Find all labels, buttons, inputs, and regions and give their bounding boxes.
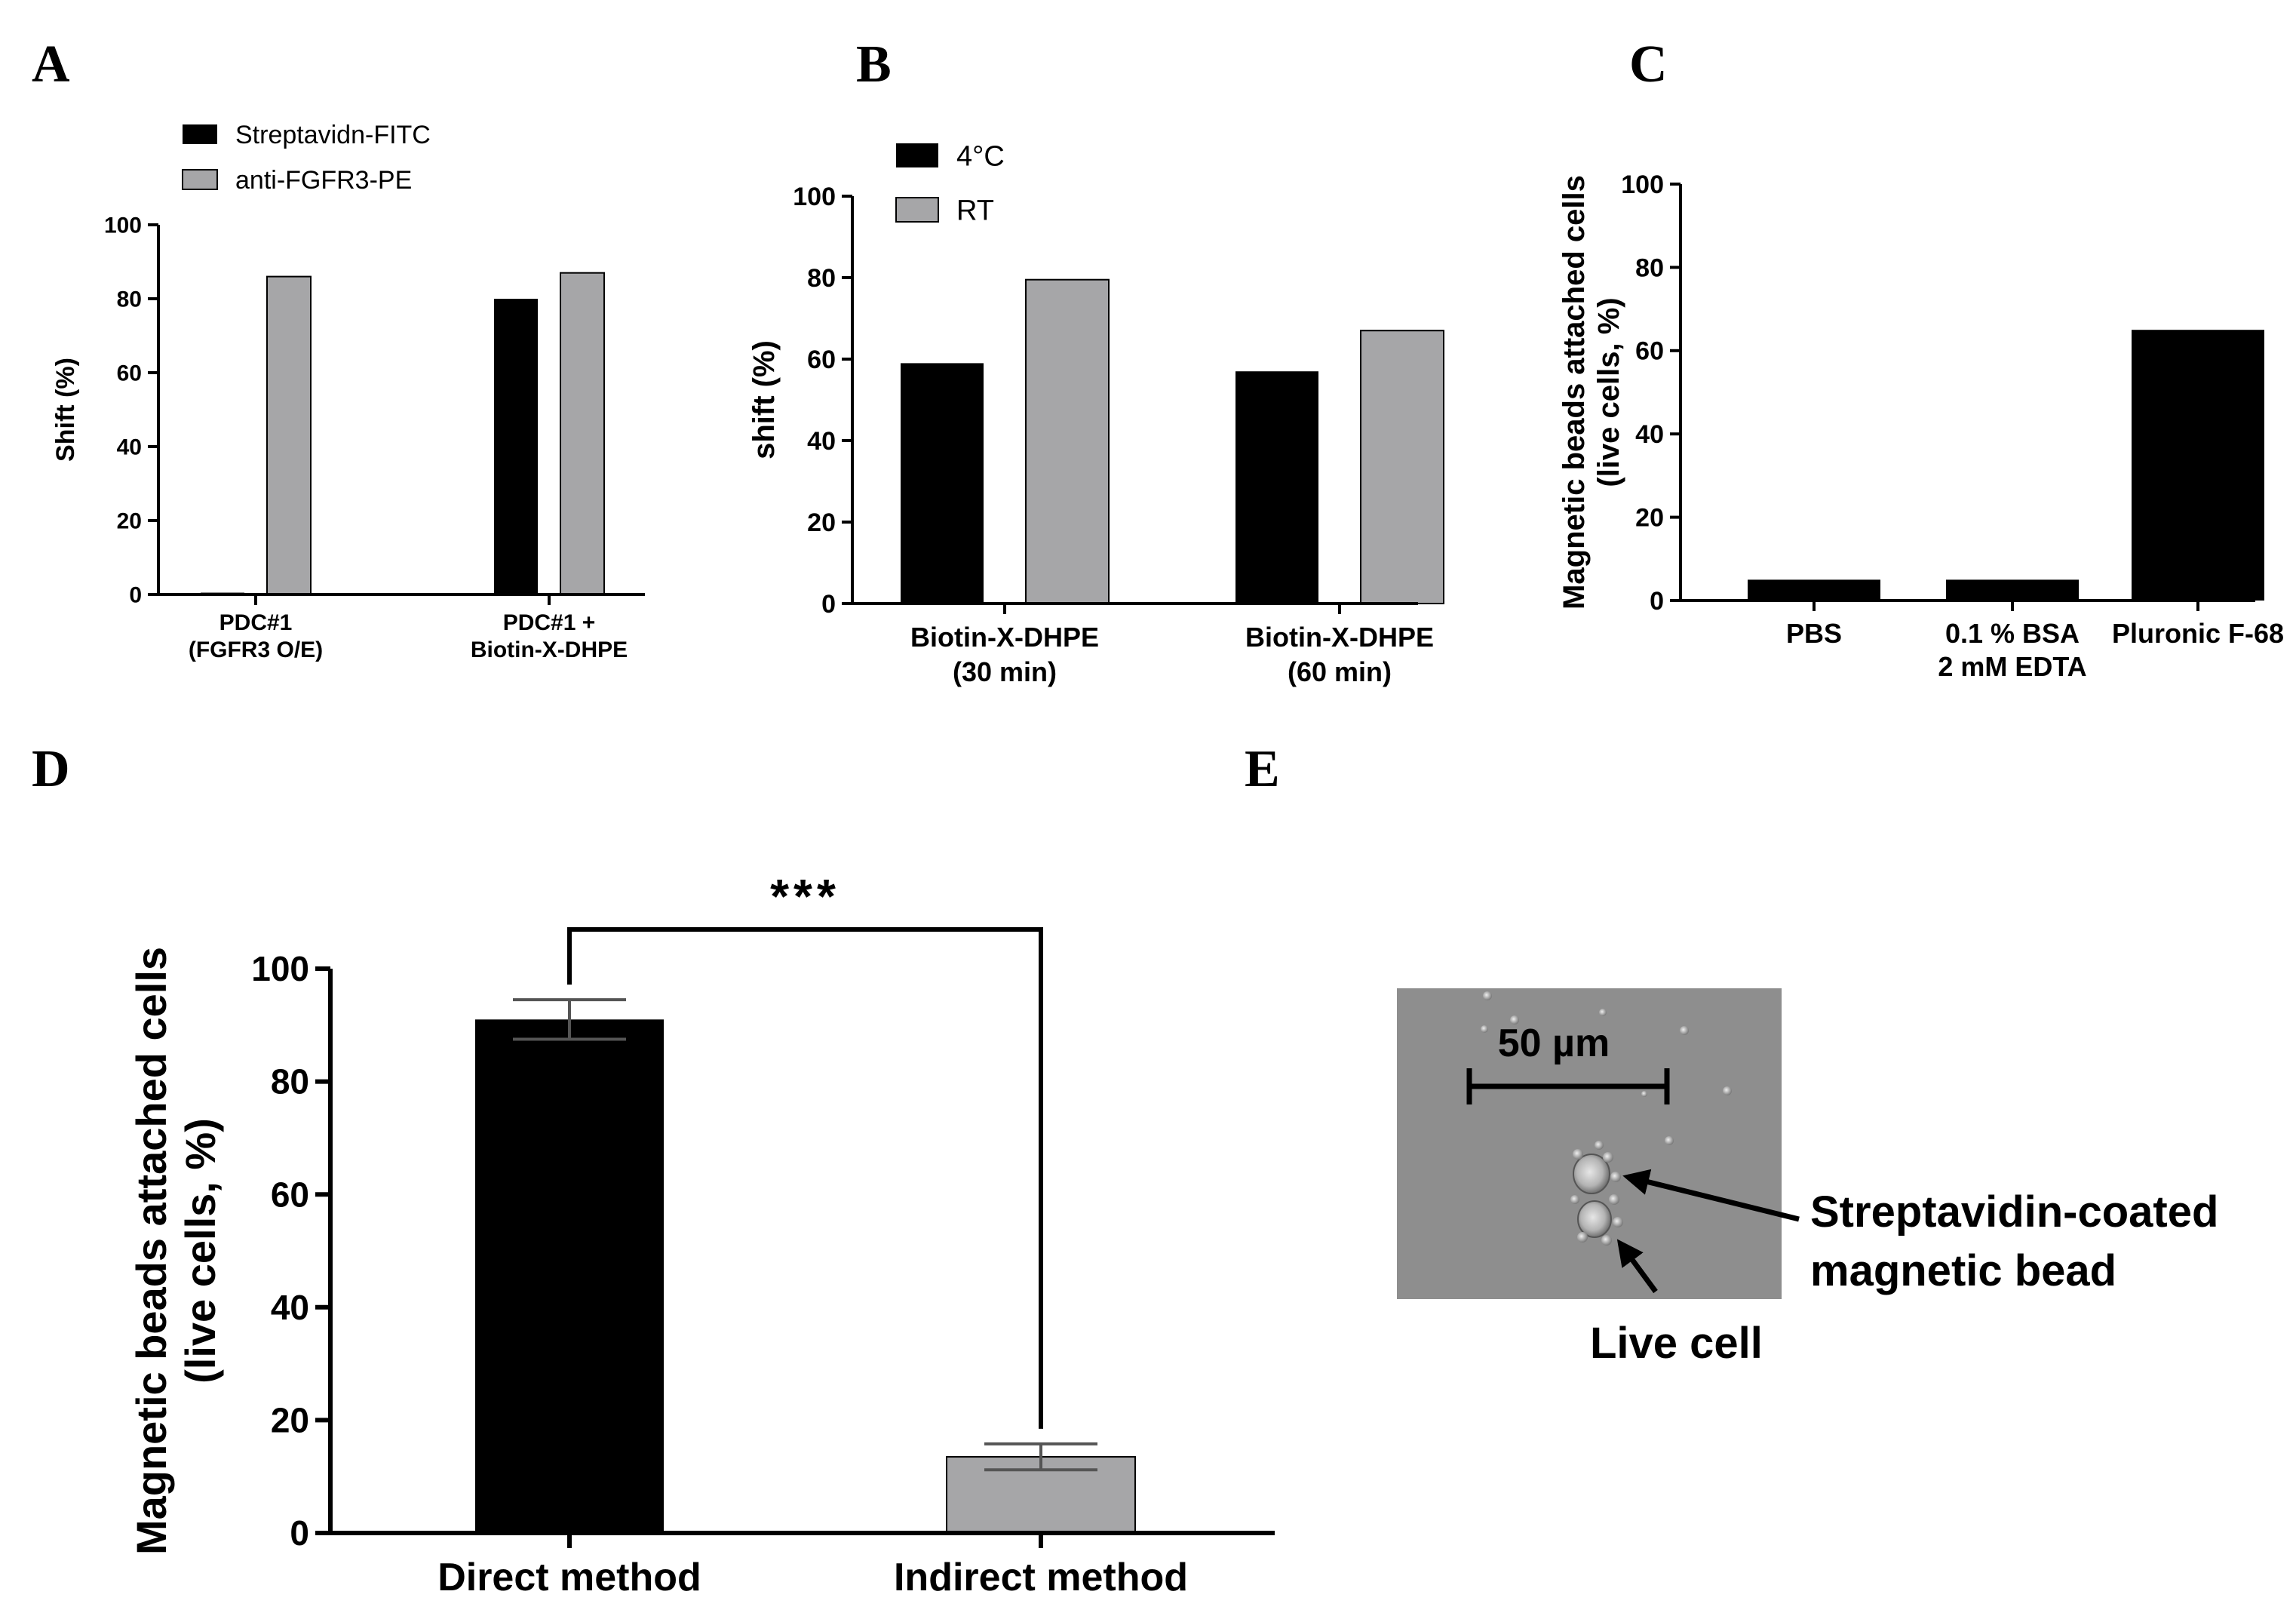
panel-a-bar-1-1 <box>560 272 605 595</box>
panel-c-ylabel-line-1: (live cells, %) <box>1592 297 1625 487</box>
panel-b-legend-label-0: 4°C <box>956 140 1005 172</box>
panel-a-legend-swatch-1 <box>182 169 218 190</box>
panel-a-ytick-label-5: 100 <box>104 214 142 238</box>
panel-a-ytick-label-2: 40 <box>117 435 142 460</box>
panel-b-ylabel: shift (%) <box>747 340 781 459</box>
panel-b-legend-label-1: RT <box>956 195 994 226</box>
panel-c-bar-2-0 <box>2132 330 2264 601</box>
panel-a-legend-label-0: Streptavidn-FITC <box>235 121 431 149</box>
panel-d-category-label-1-0: Indirect method <box>894 1556 1188 1599</box>
panel-letter-c: C <box>1629 35 1668 94</box>
panel-c-ytick-label-2: 40 <box>1635 420 1664 449</box>
panel-letter-b: B <box>856 35 892 94</box>
panel-d-ytick-label-4: 80 <box>271 1062 309 1101</box>
panel-d-category-label-0-0: Direct method <box>437 1556 701 1599</box>
panel-a-bar-1-0 <box>494 299 538 594</box>
panel-a-legend-label-1: anti-FGFR3-PE <box>235 166 412 195</box>
panel-c-ytick-label-0: 0 <box>1650 587 1664 616</box>
panel-b-category-label-0-1: (30 min) <box>953 656 1057 687</box>
panel-a-bar-0-1 <box>266 275 312 595</box>
bead-arrow <box>1622 1169 1800 1222</box>
panel-d-ytick-label-2: 40 <box>271 1288 309 1327</box>
panel-c-ytick-label-5: 100 <box>1621 171 1664 199</box>
panel-d-ylabel-line-1: (live cells, %) <box>176 1118 224 1384</box>
panel-c-ylabel-line-0: Magnetic beads attached cells <box>1558 175 1591 610</box>
scale-bar <box>1466 1068 1670 1104</box>
panel-a-ytick-label-0: 0 <box>129 583 142 608</box>
panel-b-legend-swatch-0 <box>896 143 938 167</box>
panel-c-category-label-0-0: PBS <box>1786 618 1842 649</box>
panel-c-ytick-label-1: 20 <box>1635 504 1664 533</box>
panel-b-category-label-1-0: Biotin-X-DHPE <box>1245 622 1434 653</box>
panel-b-category-label-0-0: Biotin-X-DHPE <box>910 622 1099 653</box>
panel-a-chart: PDC#1(FGFR3 O/E) PDC#1 +Biotin-X-DHPE 0 20 4… <box>51 121 645 662</box>
panel-e-micrograph: 50 µm Streptavidin-coated magnetic bead … <box>1397 988 2218 1368</box>
panel-a-category-label-1-0: PDC#1 + <box>503 610 596 635</box>
panel-b-ytick-label-2: 40 <box>807 427 836 456</box>
panel-a-ylabel: Shift (%) <box>51 358 80 462</box>
micrograph-particles <box>1481 991 1732 1145</box>
panel-b-chart: Biotin-X-DHPE(30 min)Biotin-X-DHPE(60 mi… <box>747 140 1444 687</box>
panel-b-category-label-1-1: (60 min) <box>1288 656 1392 687</box>
panel-d-ytick-label-1: 20 <box>271 1401 309 1440</box>
bead-annotation-line1: Streptavidin-coated <box>1810 1187 2218 1237</box>
panel-a-ytick-label-1: 20 <box>117 509 142 534</box>
panel-d-chart: Direct method Indirect method 0 20 40 60 80 100… <box>127 869 1275 1599</box>
cell-annotation: Live cell <box>1590 1319 1763 1368</box>
panel-b-bar-1-1 <box>1360 330 1444 604</box>
panel-b-legend-swatch-1 <box>895 197 939 223</box>
panel-a-ytick-label-4: 80 <box>117 287 142 312</box>
panel-c-category-label-2-0: Pluronic F-68 <box>2112 618 2284 649</box>
panel-c-ytick-label-4: 80 <box>1635 253 1664 282</box>
panel-b-bar-1-0 <box>1235 371 1318 604</box>
panel-b-ytick-label-1: 20 <box>807 508 836 537</box>
panel-d-ylabel-line-0: Magnetic beads attached cells <box>127 947 175 1555</box>
panel-c-category-label-1-1: 2 mM EDTA <box>1938 651 2086 682</box>
panel-letter-e: E <box>1245 740 1280 798</box>
scale-bar-label: 50 µm <box>1498 1021 1610 1065</box>
live-cell-cluster <box>1570 1141 1623 1246</box>
panel-b-ytick-label-4: 80 <box>807 264 836 293</box>
panel-b-ytick-label-3: 60 <box>807 346 836 374</box>
panel-d-ytick-label-0: 0 <box>290 1513 309 1553</box>
panel-d-ytick-label-3: 60 <box>271 1175 309 1214</box>
panel-b-bar-0-1 <box>1025 278 1110 604</box>
panel-b-ytick-label-5: 100 <box>793 183 836 211</box>
panel-a-category-label-0-1: (FGFR3 O/E) <box>189 637 323 662</box>
panel-c-bar-0-0 <box>1748 579 1880 601</box>
panel-a-category-label-0-0: PDC#1 <box>219 610 293 635</box>
panel-c-ytick-label-3: 60 <box>1635 337 1664 366</box>
panel-d-ytick-label-5: 100 <box>251 949 309 988</box>
panel-c-category-label-1-0: 0.1 % BSA <box>1945 618 2080 649</box>
panel-c-bar-1-0 <box>1946 579 2079 601</box>
panel-d-significance-bracket <box>567 927 1043 1429</box>
panel-a-category-label-1-1: Biotin-X-DHPE <box>471 637 628 662</box>
panel-b-ytick-label-0: 0 <box>821 590 836 619</box>
panel-d-bar-0-0 <box>475 1019 664 1533</box>
panel-letter-d: D <box>32 740 70 798</box>
panel-a-ytick-label-3: 60 <box>117 361 142 386</box>
panel-d-significance-label: *** <box>770 869 840 923</box>
bead-annotation-line2: magnetic bead <box>1810 1246 2116 1295</box>
panel-letter-a: A <box>32 35 70 94</box>
panel-b-bar-0-0 <box>901 363 984 604</box>
micrograph-image <box>1397 988 1782 1299</box>
cell-arrow <box>1616 1239 1658 1294</box>
panel-a-legend-swatch-0 <box>183 124 217 144</box>
